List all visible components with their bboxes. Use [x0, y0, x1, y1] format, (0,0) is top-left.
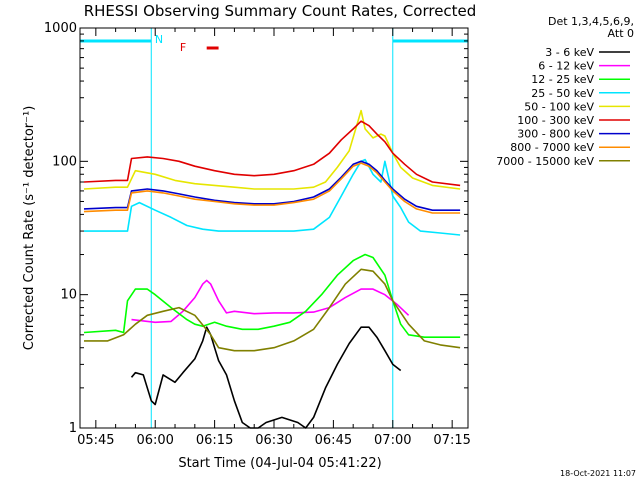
- y-tick-label: 10: [60, 288, 77, 303]
- legend-label-3: 25 - 50 keV: [531, 87, 594, 100]
- series-line-4: [83, 109, 461, 190]
- plot-frame: [79, 27, 469, 429]
- x-tick-label: 06:15: [196, 433, 233, 448]
- y-axis-label: Corrected Count Rate (s⁻¹ detector⁻¹): [22, 106, 37, 351]
- legend-label-2: 12 - 25 keV: [531, 73, 594, 86]
- night-bands: [79, 28, 469, 428]
- x-tick-label: 07:00: [374, 433, 411, 448]
- series-line-6: [83, 160, 461, 211]
- legend-header-line2: Att 0: [608, 27, 634, 40]
- x-tick-label: 07:15: [433, 433, 470, 448]
- y-tick-label: 1: [69, 421, 77, 436]
- legend-label-0: 3 - 6 keV: [545, 46, 594, 59]
- y-tick-label: 100: [52, 154, 77, 169]
- series-line-7: [83, 162, 461, 214]
- series-line-3: [84, 158, 461, 236]
- x-tick-label: 05:45: [77, 433, 114, 448]
- legend-label-1: 6 - 12 keV: [538, 60, 594, 73]
- y-axis: 1 10 100 1000: [44, 21, 468, 436]
- flare-flag-label: F: [180, 41, 186, 54]
- series-line-2: [83, 253, 461, 339]
- x-axis: 05:45 06:00 06:15 06:30 06:45 07:00 07:15: [77, 28, 471, 448]
- legend-label-8: 7000 - 15000 keV: [496, 155, 594, 168]
- flags: N F: [155, 33, 186, 54]
- x-tick-label: 06:30: [255, 433, 292, 448]
- series-line-1: [131, 279, 410, 324]
- legend-label-6: 300 - 800 keV: [517, 128, 594, 141]
- series-line-0: [130, 326, 402, 429]
- y-tick-label: 1000: [44, 21, 77, 36]
- x-tick-label: 06:45: [315, 433, 352, 448]
- chart-title: RHESSI Observing Summary Count Rates, Co…: [84, 2, 477, 20]
- timestamp: 18-Oct-2021 11:07: [560, 469, 636, 478]
- legend-header-line1: Det 1,3,4,5,6,9,: [548, 15, 634, 28]
- night-flag-label: N: [155, 33, 163, 46]
- series-line-5: [83, 120, 461, 187]
- legend-label-7: 800 - 7000 keV: [510, 141, 594, 154]
- legend-label-4: 50 - 100 keV: [524, 100, 594, 113]
- x-axis-label: Start Time (04-Jul-04 05:41:22): [178, 456, 381, 471]
- x-tick-label: 06:00: [136, 433, 173, 448]
- legend-label-5: 100 - 300 keV: [517, 114, 594, 127]
- series-layer: [83, 109, 461, 429]
- series-line-8: [84, 268, 461, 352]
